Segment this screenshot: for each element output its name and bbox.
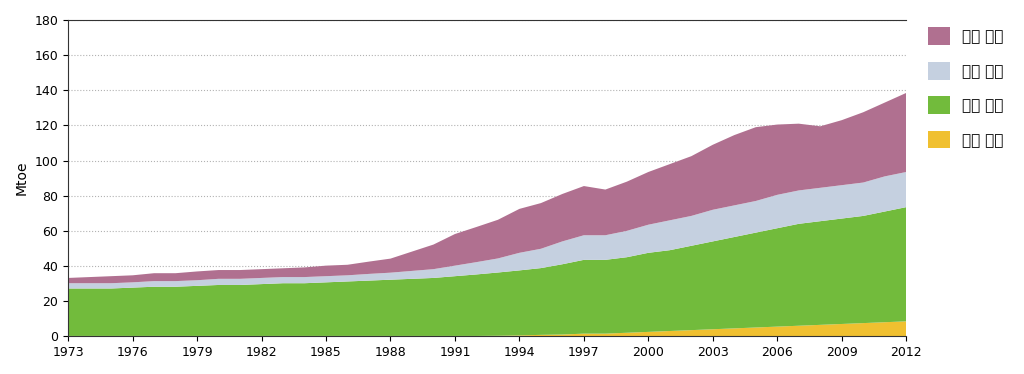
Y-axis label: Mtoe: Mtoe: [15, 161, 29, 195]
Legend: 산업 부문, 수송 부문, 가정 부문, 상업 부문: 산업 부문, 수송 부문, 가정 부문, 상업 부문: [923, 21, 1010, 154]
